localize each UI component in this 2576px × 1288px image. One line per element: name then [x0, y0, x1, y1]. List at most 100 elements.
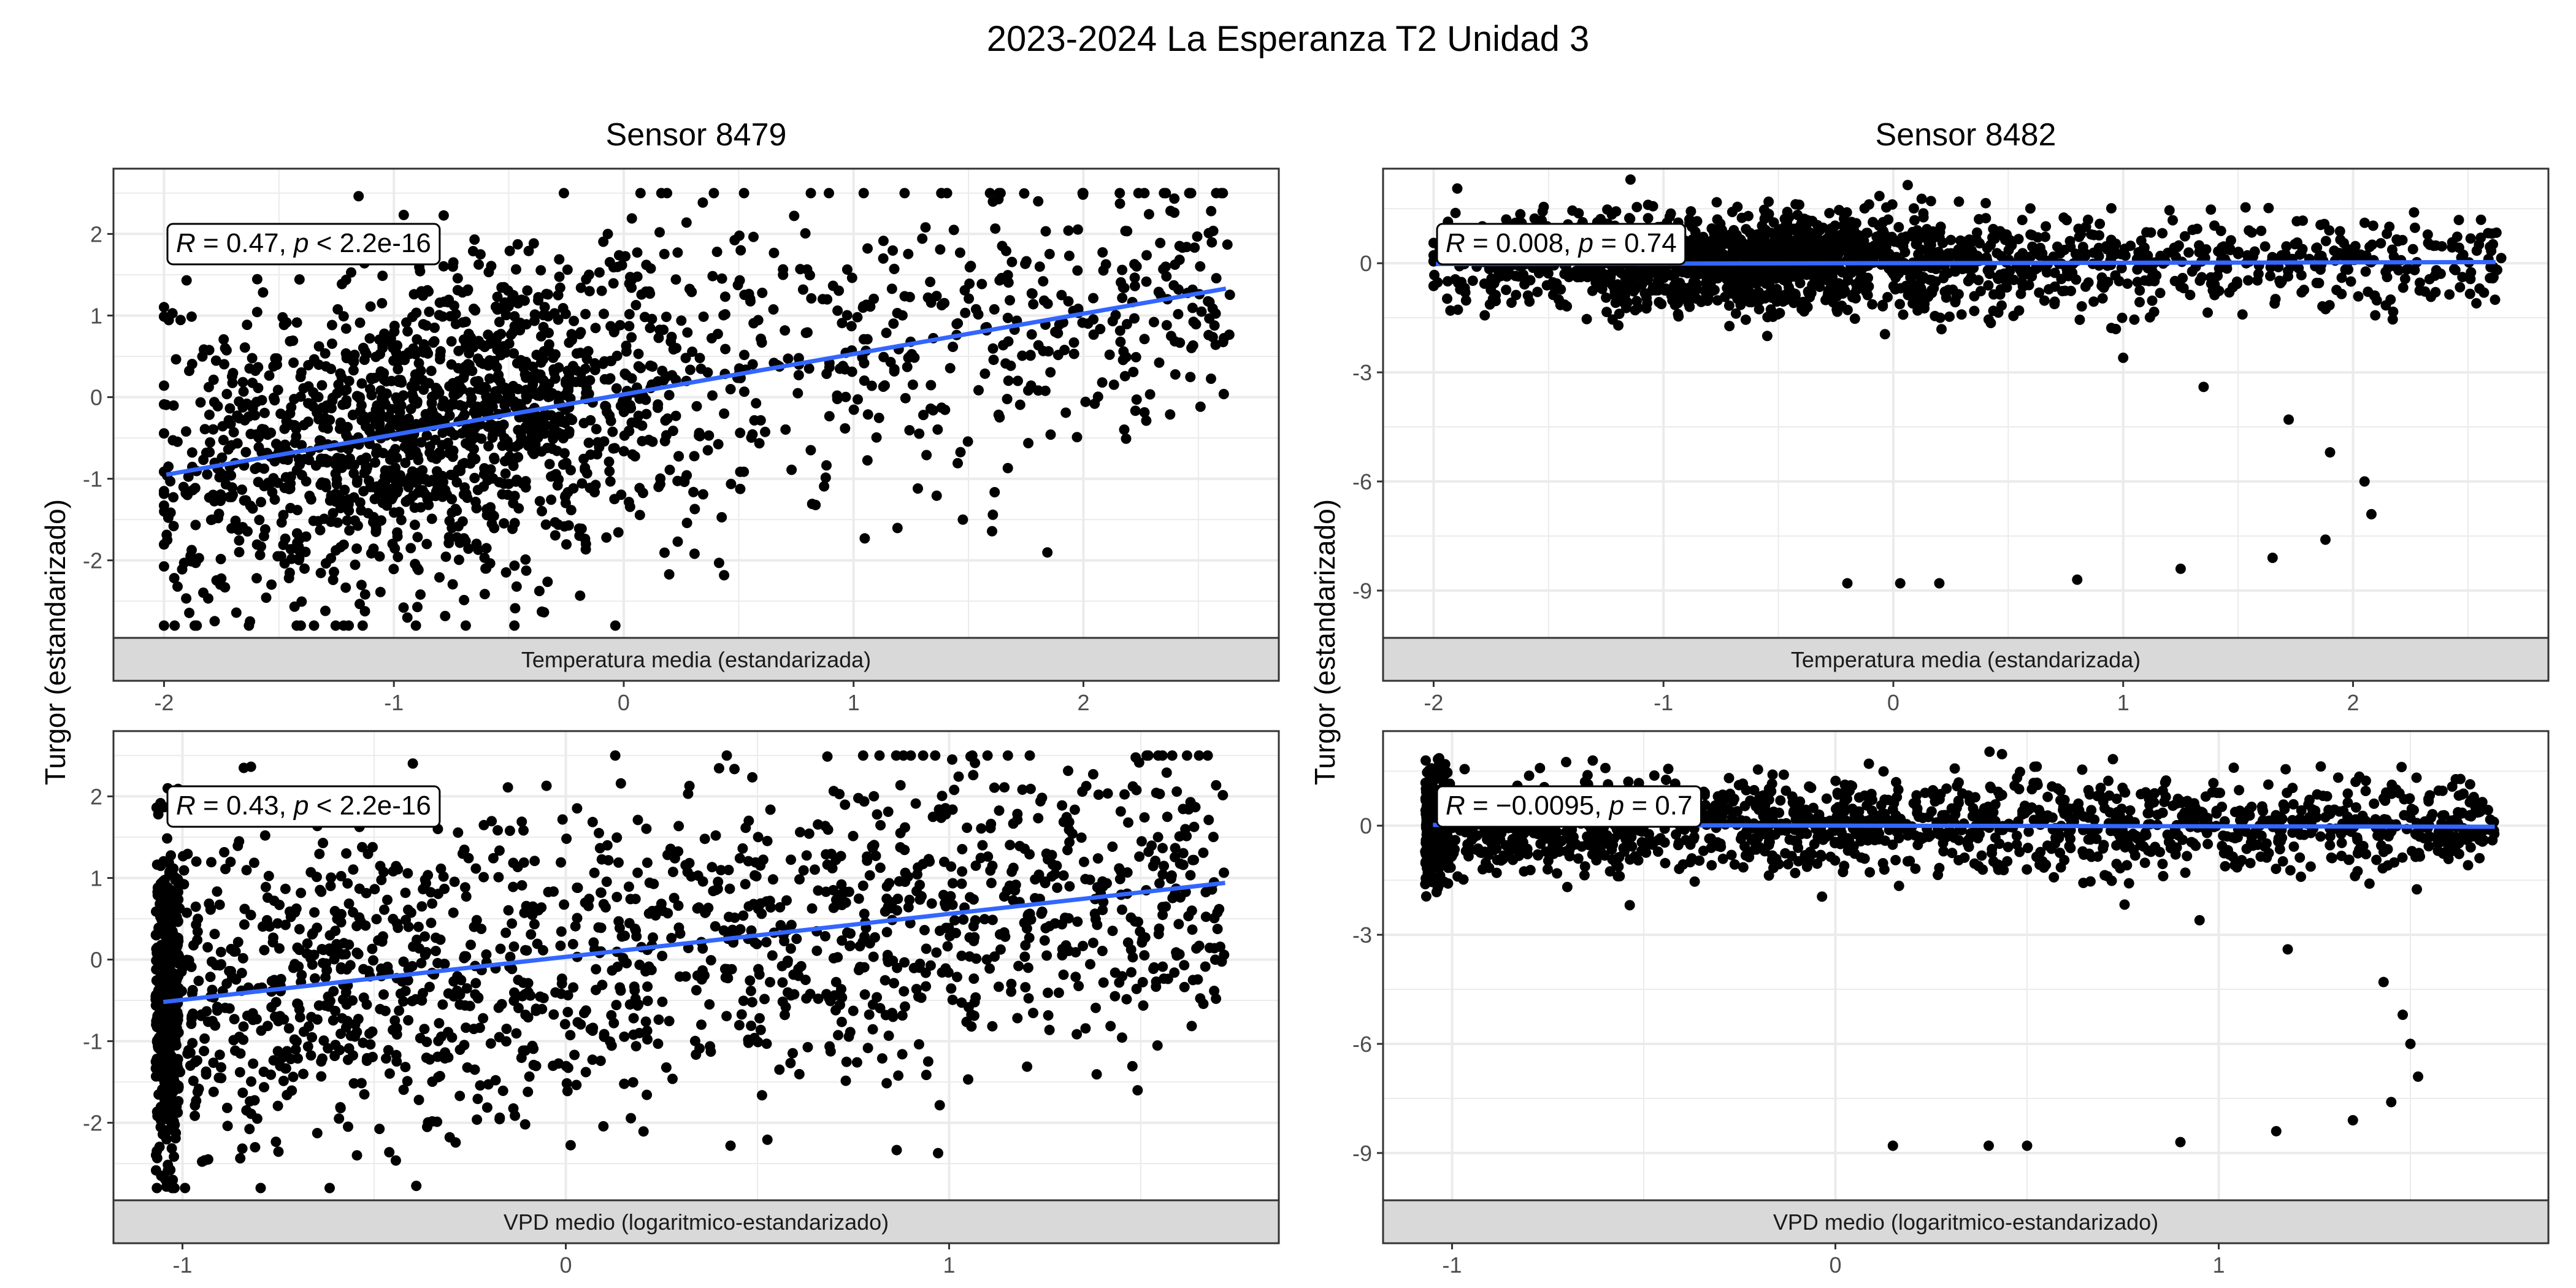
data-point: [670, 274, 681, 285]
data-point: [1155, 237, 1166, 248]
data-point: [600, 902, 611, 913]
data-point: [469, 472, 480, 483]
data-point: [696, 1019, 707, 1030]
data-point: [2058, 212, 2069, 223]
data-point: [2457, 272, 2468, 283]
data-point: [158, 380, 169, 391]
data-point: [2298, 215, 2308, 226]
data-point: [511, 581, 522, 592]
data-point: [1807, 233, 1819, 244]
data-point: [2132, 264, 2143, 275]
x-tick-label: 1: [848, 690, 860, 715]
data-point: [478, 1013, 489, 1024]
data-point: [2041, 221, 2052, 232]
data-point: [2076, 229, 2087, 240]
data-point: [490, 301, 501, 312]
data-point: [253, 442, 264, 453]
data-point: [470, 305, 481, 316]
data-point: [1224, 329, 1235, 340]
data-point: [234, 535, 245, 546]
data-point: [2041, 267, 2052, 278]
data-point: [1044, 1024, 1055, 1035]
data-point: [1724, 321, 1735, 332]
data-point: [204, 345, 215, 356]
data-point: [326, 338, 337, 349]
data-point: [1203, 228, 1214, 239]
data-point: [554, 271, 565, 282]
data-point: [989, 487, 1000, 497]
data-point: [2384, 221, 2395, 232]
data-point: [343, 505, 355, 516]
data-point: [820, 931, 830, 941]
data-point: [489, 453, 500, 463]
data-point: [2093, 242, 2104, 253]
data-point: [341, 429, 352, 440]
data-point: [1877, 217, 1888, 228]
data-point: [899, 291, 910, 302]
data-point: [960, 307, 971, 318]
data-point: [909, 352, 920, 363]
data-point: [958, 914, 969, 925]
data-point: [590, 359, 601, 370]
data-point: [163, 315, 174, 326]
data-point: [703, 430, 715, 441]
data-point: [1450, 207, 1461, 218]
data-point: [305, 494, 316, 505]
data-point: [676, 315, 687, 326]
data-point: [1503, 264, 1514, 275]
data-point: [721, 1011, 732, 1022]
outlier-point: [2118, 352, 2129, 363]
data-point: [1660, 285, 1670, 296]
data-point: [1114, 198, 1125, 209]
data-point: [344, 453, 355, 464]
data-point: [837, 935, 848, 946]
data-point: [1063, 296, 1074, 307]
data-point: [1117, 264, 1128, 275]
data-point: [898, 750, 909, 761]
data-point: [285, 544, 296, 554]
data-point: [393, 364, 404, 375]
data-point: [1620, 302, 1631, 313]
data-point: [1761, 331, 1773, 342]
data-point: [434, 572, 445, 583]
data-point: [359, 355, 370, 366]
data-point: [377, 297, 388, 309]
correlation-annotation: R = 0.008, p = 0.74: [1436, 223, 1687, 266]
data-point: [572, 803, 583, 814]
data-point: [1696, 245, 1708, 256]
data-point: [747, 359, 758, 370]
data-point: [626, 402, 637, 413]
data-point: [421, 430, 432, 441]
data-point: [2179, 231, 2190, 242]
data-point: [1853, 232, 1864, 243]
data-point: [272, 918, 283, 929]
data-point: [342, 421, 353, 432]
data-point: [1515, 209, 1526, 220]
data-point: [1078, 940, 1089, 951]
data-point: [1460, 295, 1471, 306]
data-point: [320, 478, 331, 489]
data-point: [2399, 274, 2410, 285]
data-point: [1452, 183, 1463, 194]
data-point: [1169, 193, 1180, 204]
data-point: [543, 339, 554, 350]
data-point: [1673, 309, 1684, 320]
data-point: [925, 960, 936, 971]
data-point: [168, 492, 179, 503]
data-point: [1165, 409, 1176, 420]
data-point: [1778, 274, 1789, 285]
data-point: [595, 1056, 606, 1067]
data-point: [605, 321, 616, 332]
data-point: [962, 436, 973, 447]
data-point: [1045, 429, 1056, 440]
data-point: [348, 864, 359, 875]
data-point: [800, 228, 811, 239]
data-point: [1167, 750, 1178, 761]
data-point: [295, 391, 306, 402]
data-point: [204, 409, 215, 420]
data-point: [155, 1122, 166, 1133]
data-point: [310, 973, 320, 984]
data-point: [230, 515, 241, 526]
data-point: [510, 264, 521, 275]
data-point: [599, 309, 609, 320]
